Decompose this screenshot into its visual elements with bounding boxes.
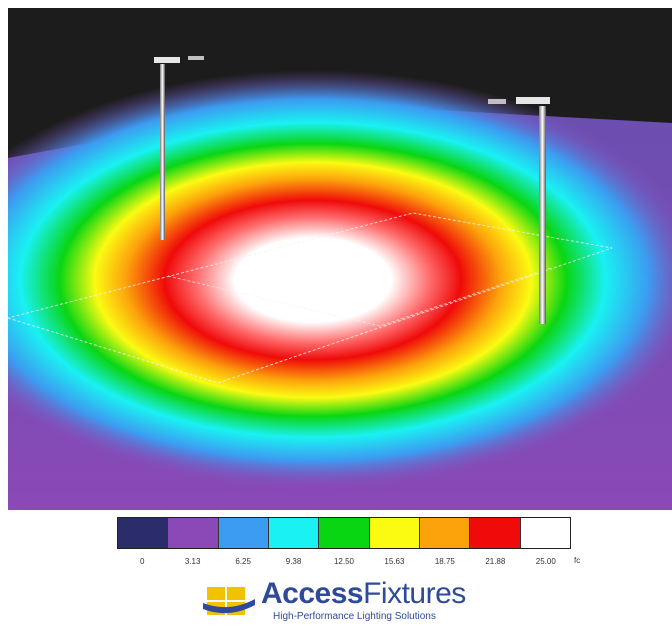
legend-swatch — [319, 518, 370, 548]
legend-swatch — [268, 518, 320, 548]
brand-tagline: High-Performance Lighting Solutions — [273, 611, 436, 622]
legend-tick-label: 25.00 — [535, 557, 556, 566]
legend-unit: fc — [574, 556, 581, 565]
legend-swatch — [218, 518, 269, 548]
legend-swatch — [168, 518, 219, 548]
legend-swatch — [419, 518, 471, 548]
legend-tick-label: 3.13 — [184, 557, 201, 566]
light-pole-left — [154, 56, 204, 240]
illuminance-legend-bar — [117, 517, 571, 549]
legend-tick-label: 12.50 — [333, 557, 355, 566]
lot-inner-line — [167, 267, 551, 327]
logo-mark-icon — [203, 587, 255, 615]
legend-tick-label: 6.25 — [235, 557, 251, 566]
legend-tick-label: 0 — [139, 557, 145, 566]
legend-tick-labels: 0 3.13 6.25 9.38 12.50 15.63 18.75 21.88 25.00 — [117, 557, 597, 571]
legend-tick-label: 18.75 — [434, 557, 455, 566]
legend-tick-label: 21.88 — [485, 557, 506, 566]
accessfixtures-logo: AccessFixtures High-Performance Lighting… — [203, 577, 503, 623]
legend-tick-label: 9.38 — [285, 557, 302, 566]
illuminance-heatmap — [8, 70, 672, 490]
legend-swatch — [470, 518, 521, 548]
illuminance-render — [8, 8, 672, 510]
light-pole-right — [488, 97, 550, 324]
lot-boundary — [8, 212, 613, 384]
legend-swatch — [369, 518, 420, 548]
brand-name: AccessFixtures — [261, 577, 466, 610]
legend-swatch — [520, 518, 570, 548]
legend-tick-label: 15.63 — [384, 557, 405, 566]
legend-swatch — [118, 518, 169, 548]
